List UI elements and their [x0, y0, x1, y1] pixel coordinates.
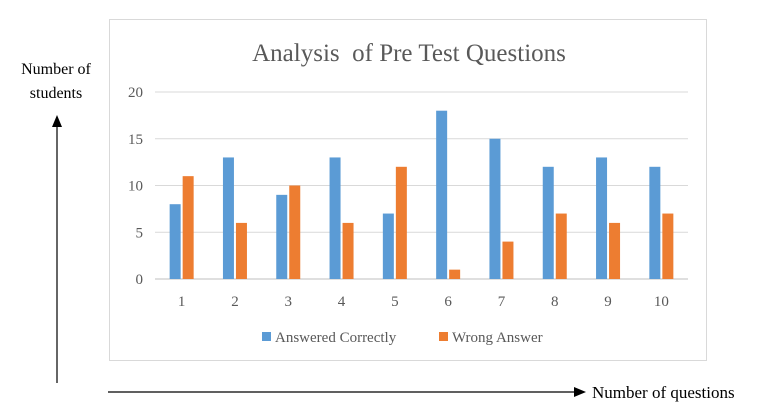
bar-wrong-answer [609, 222, 621, 279]
grid-lines [155, 91, 688, 280]
x-axis-arrow-label: Number of questions [592, 383, 735, 402]
bar-answered-correctly [169, 204, 181, 279]
bar-wrong-answer [662, 213, 674, 279]
chart-title: Analysis of Pre Test Questions [252, 40, 566, 67]
bar-answered-correctly [596, 157, 608, 279]
x-tick-label: 4 [338, 294, 346, 310]
legend: Answered Correctly Wrong Answer [262, 330, 543, 346]
bar-wrong-answer [449, 269, 461, 279]
y-tick-label: 20 [128, 85, 143, 101]
bars [169, 110, 674, 279]
legend-swatch [262, 332, 271, 341]
x-tick-label: 10 [654, 294, 669, 310]
bar-wrong-answer [555, 213, 567, 279]
x-tick-label: 3 [285, 294, 293, 310]
y-axis-arrow-label-line-1: Number of [21, 61, 91, 78]
y-axis-arrow-label-line-2: students [29, 85, 83, 102]
legend-label: Wrong Answer [452, 330, 543, 346]
chart-frame [109, 19, 707, 361]
x-tick-label: 6 [444, 294, 452, 310]
y-axis-arrow-label: Number of students [0, 58, 112, 106]
bar-answered-correctly [489, 138, 501, 279]
bar-answered-correctly [542, 166, 554, 279]
bar-wrong-answer [182, 176, 194, 279]
bar-answered-correctly [436, 110, 448, 279]
x-tick-label: 1 [178, 294, 186, 310]
legend-label: Answered Correctly [275, 330, 397, 346]
x-tick-label: 8 [551, 294, 559, 310]
bar-wrong-answer [502, 241, 514, 279]
x-tick-label: 5 [391, 294, 399, 310]
bar-answered-correctly [329, 157, 341, 279]
y-tick-labels: 0 5 10 15 20 [128, 85, 143, 288]
bar-answered-correctly [382, 213, 394, 279]
y-arrow-head [52, 115, 62, 127]
bar-wrong-answer [235, 222, 247, 279]
bar-answered-correctly [222, 157, 234, 279]
x-tick-label: 9 [604, 294, 612, 310]
x-tick-labels: 1 2 3 4 5 6 7 8 9 10 [178, 294, 669, 310]
bar-answered-correctly [649, 166, 661, 279]
bar-answered-correctly [276, 194, 288, 279]
y-tick-label: 10 [128, 179, 143, 195]
bar-wrong-answer [289, 185, 301, 279]
bar-wrong-answer [395, 166, 407, 279]
bar-wrong-answer [342, 222, 354, 279]
y-tick-label: 5 [136, 225, 144, 241]
x-tick-label: 7 [498, 294, 506, 310]
y-tick-label: 0 [136, 272, 144, 288]
legend-swatch [439, 332, 448, 341]
x-arrow-head [574, 387, 586, 397]
x-tick-label: 2 [231, 294, 239, 310]
y-tick-label: 15 [128, 132, 143, 148]
